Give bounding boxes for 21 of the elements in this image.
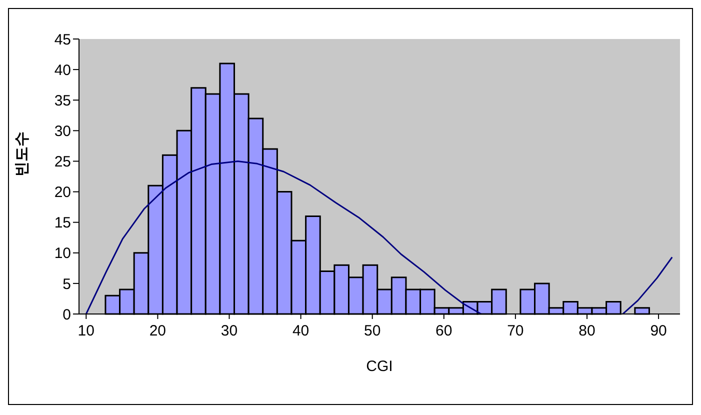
x-tick-label: 30 <box>220 322 238 340</box>
y-tick-label: 45 <box>54 31 71 48</box>
y-tick-label: 25 <box>54 154 71 171</box>
x-tick-label: 20 <box>149 322 166 340</box>
y-tick-label: 5 <box>62 276 71 293</box>
y-axis-title: 빈도수 <box>13 132 30 176</box>
y-tick-label: 20 <box>54 184 71 202</box>
x-axis-title: CGI <box>366 358 393 375</box>
x-tick-label: 70 <box>507 322 524 340</box>
x-tick-label: 90 <box>650 322 667 340</box>
x-tick-label: 50 <box>364 322 381 340</box>
y-tick-label: 0 <box>62 306 71 324</box>
y-tick-label: 40 <box>54 62 71 79</box>
x-tick-label: 80 <box>578 322 596 340</box>
y-tick-label: 30 <box>54 122 71 140</box>
x-tick-label: 60 <box>436 322 452 340</box>
y-tick-label: 10 <box>54 245 71 262</box>
y-tick-label: 15 <box>54 214 71 232</box>
x-tick-label: 10 <box>78 322 94 340</box>
y-tick-label: 35 <box>54 92 71 110</box>
x-tick-label: 40 <box>292 322 310 340</box>
